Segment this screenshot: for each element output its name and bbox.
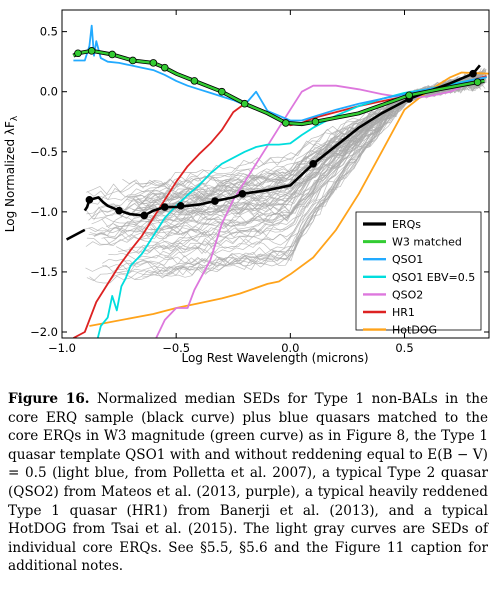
figure-caption: Figure 16. Normalized median SEDs for Ty… bbox=[8, 390, 488, 576]
y-tick-label: −1.5 bbox=[30, 265, 58, 279]
series-marker-w3-matched bbox=[311, 117, 320, 126]
series-marker-erqs bbox=[160, 203, 169, 211]
erq-individual-curve bbox=[147, 74, 484, 200]
series-marker-erqs bbox=[140, 211, 149, 220]
y-axis-label-sub: λ bbox=[10, 115, 20, 121]
legend-label-qso1-ebv-0-5: QSO1 EBV=0.5 bbox=[392, 271, 475, 284]
series-marker-erqs bbox=[238, 190, 247, 198]
figure-caption-text: Normalized median SEDs for Type 1 non-BA… bbox=[8, 391, 488, 575]
y-tick-label: −1.0 bbox=[30, 205, 58, 219]
legend-label-erqs: ERQs bbox=[392, 218, 421, 231]
series-marker-w3-matched bbox=[108, 50, 117, 59]
y-tick-label: 0.0 bbox=[40, 85, 58, 99]
axes: −1.0 −0.5 0.0 0.5 0.5 0.0 −0.5 −1.0 −1.5 −2.0 bbox=[30, 10, 489, 355]
y-tick-label: −0.5 bbox=[30, 145, 58, 159]
series-marker-w3-matched bbox=[160, 63, 169, 72]
plot-frame bbox=[61, 9, 490, 339]
series-marker-erqs bbox=[211, 197, 219, 205]
y-tick-label: −2.0 bbox=[30, 325, 58, 339]
x-tick-label: 0.0 bbox=[281, 341, 299, 355]
series-line-erqs-extension bbox=[65, 228, 86, 241]
series-marker-w3-matched bbox=[87, 47, 96, 55]
erq-individual-curve bbox=[89, 78, 481, 235]
sed-chart: −1.0 −0.5 0.0 0.5 0.5 0.0 −0.5 −1.0 −1.5 −2.0 Log… bbox=[3, 9, 490, 365]
y-tick-label: 0.5 bbox=[40, 25, 58, 39]
legend-box bbox=[355, 211, 482, 331]
erq-individual-curve bbox=[91, 76, 483, 225]
series-marker-w3-matched bbox=[240, 99, 249, 108]
series-marker-erqs bbox=[85, 196, 94, 204]
legend-label-qso2: QSO2 bbox=[392, 288, 423, 301]
legend-label-qso1: QSO1 bbox=[392, 253, 423, 266]
series-marker-erqs bbox=[115, 206, 123, 215]
series-marker-w3-matched bbox=[473, 78, 482, 86]
y-axis-label-main: Log Normalized λF bbox=[3, 121, 17, 232]
series-marker-w3-matched bbox=[281, 119, 290, 127]
series-line-qso1 bbox=[73, 24, 487, 122]
series-layer bbox=[65, 24, 489, 338]
series-marker-w3-matched bbox=[74, 49, 82, 58]
legend-label-hotdog: HotDOG bbox=[392, 324, 437, 337]
y-axis-label: Log Normalized λFλ bbox=[3, 115, 20, 232]
legend: ERQs W3 matched QSO1 QSO1 EBV=0.5 QSO2 HR1 Hot… bbox=[355, 211, 482, 337]
x-tick-label: 0.5 bbox=[395, 341, 413, 355]
erq-individual-curve bbox=[131, 80, 482, 212]
x-tick-label: −1.0 bbox=[48, 341, 76, 355]
series-marker-w3-matched bbox=[190, 77, 199, 85]
series-marker-erqs bbox=[469, 69, 477, 78]
series-marker-w3-matched bbox=[128, 56, 137, 65]
erq-individual-curve bbox=[85, 72, 484, 273]
legend-label-hr1: HR1 bbox=[392, 306, 415, 319]
x-tick-label: −0.5 bbox=[162, 341, 190, 355]
series-marker-w3-matched bbox=[405, 91, 413, 100]
erq-individual-curve bbox=[127, 82, 485, 205]
series-line-hr1 bbox=[72, 75, 487, 338]
legend-label-w3-matched: W3 matched bbox=[392, 236, 462, 249]
series-marker-erqs bbox=[309, 159, 317, 168]
series-line-erqs bbox=[83, 64, 481, 217]
series-marker-erqs bbox=[176, 202, 185, 210]
x-axis-label: Log Rest Wavelength (microns) bbox=[181, 351, 368, 365]
figure-caption-label: Figure 16. bbox=[8, 391, 90, 407]
series-marker-w3-matched bbox=[218, 87, 226, 96]
series-marker-w3-matched bbox=[149, 59, 158, 67]
